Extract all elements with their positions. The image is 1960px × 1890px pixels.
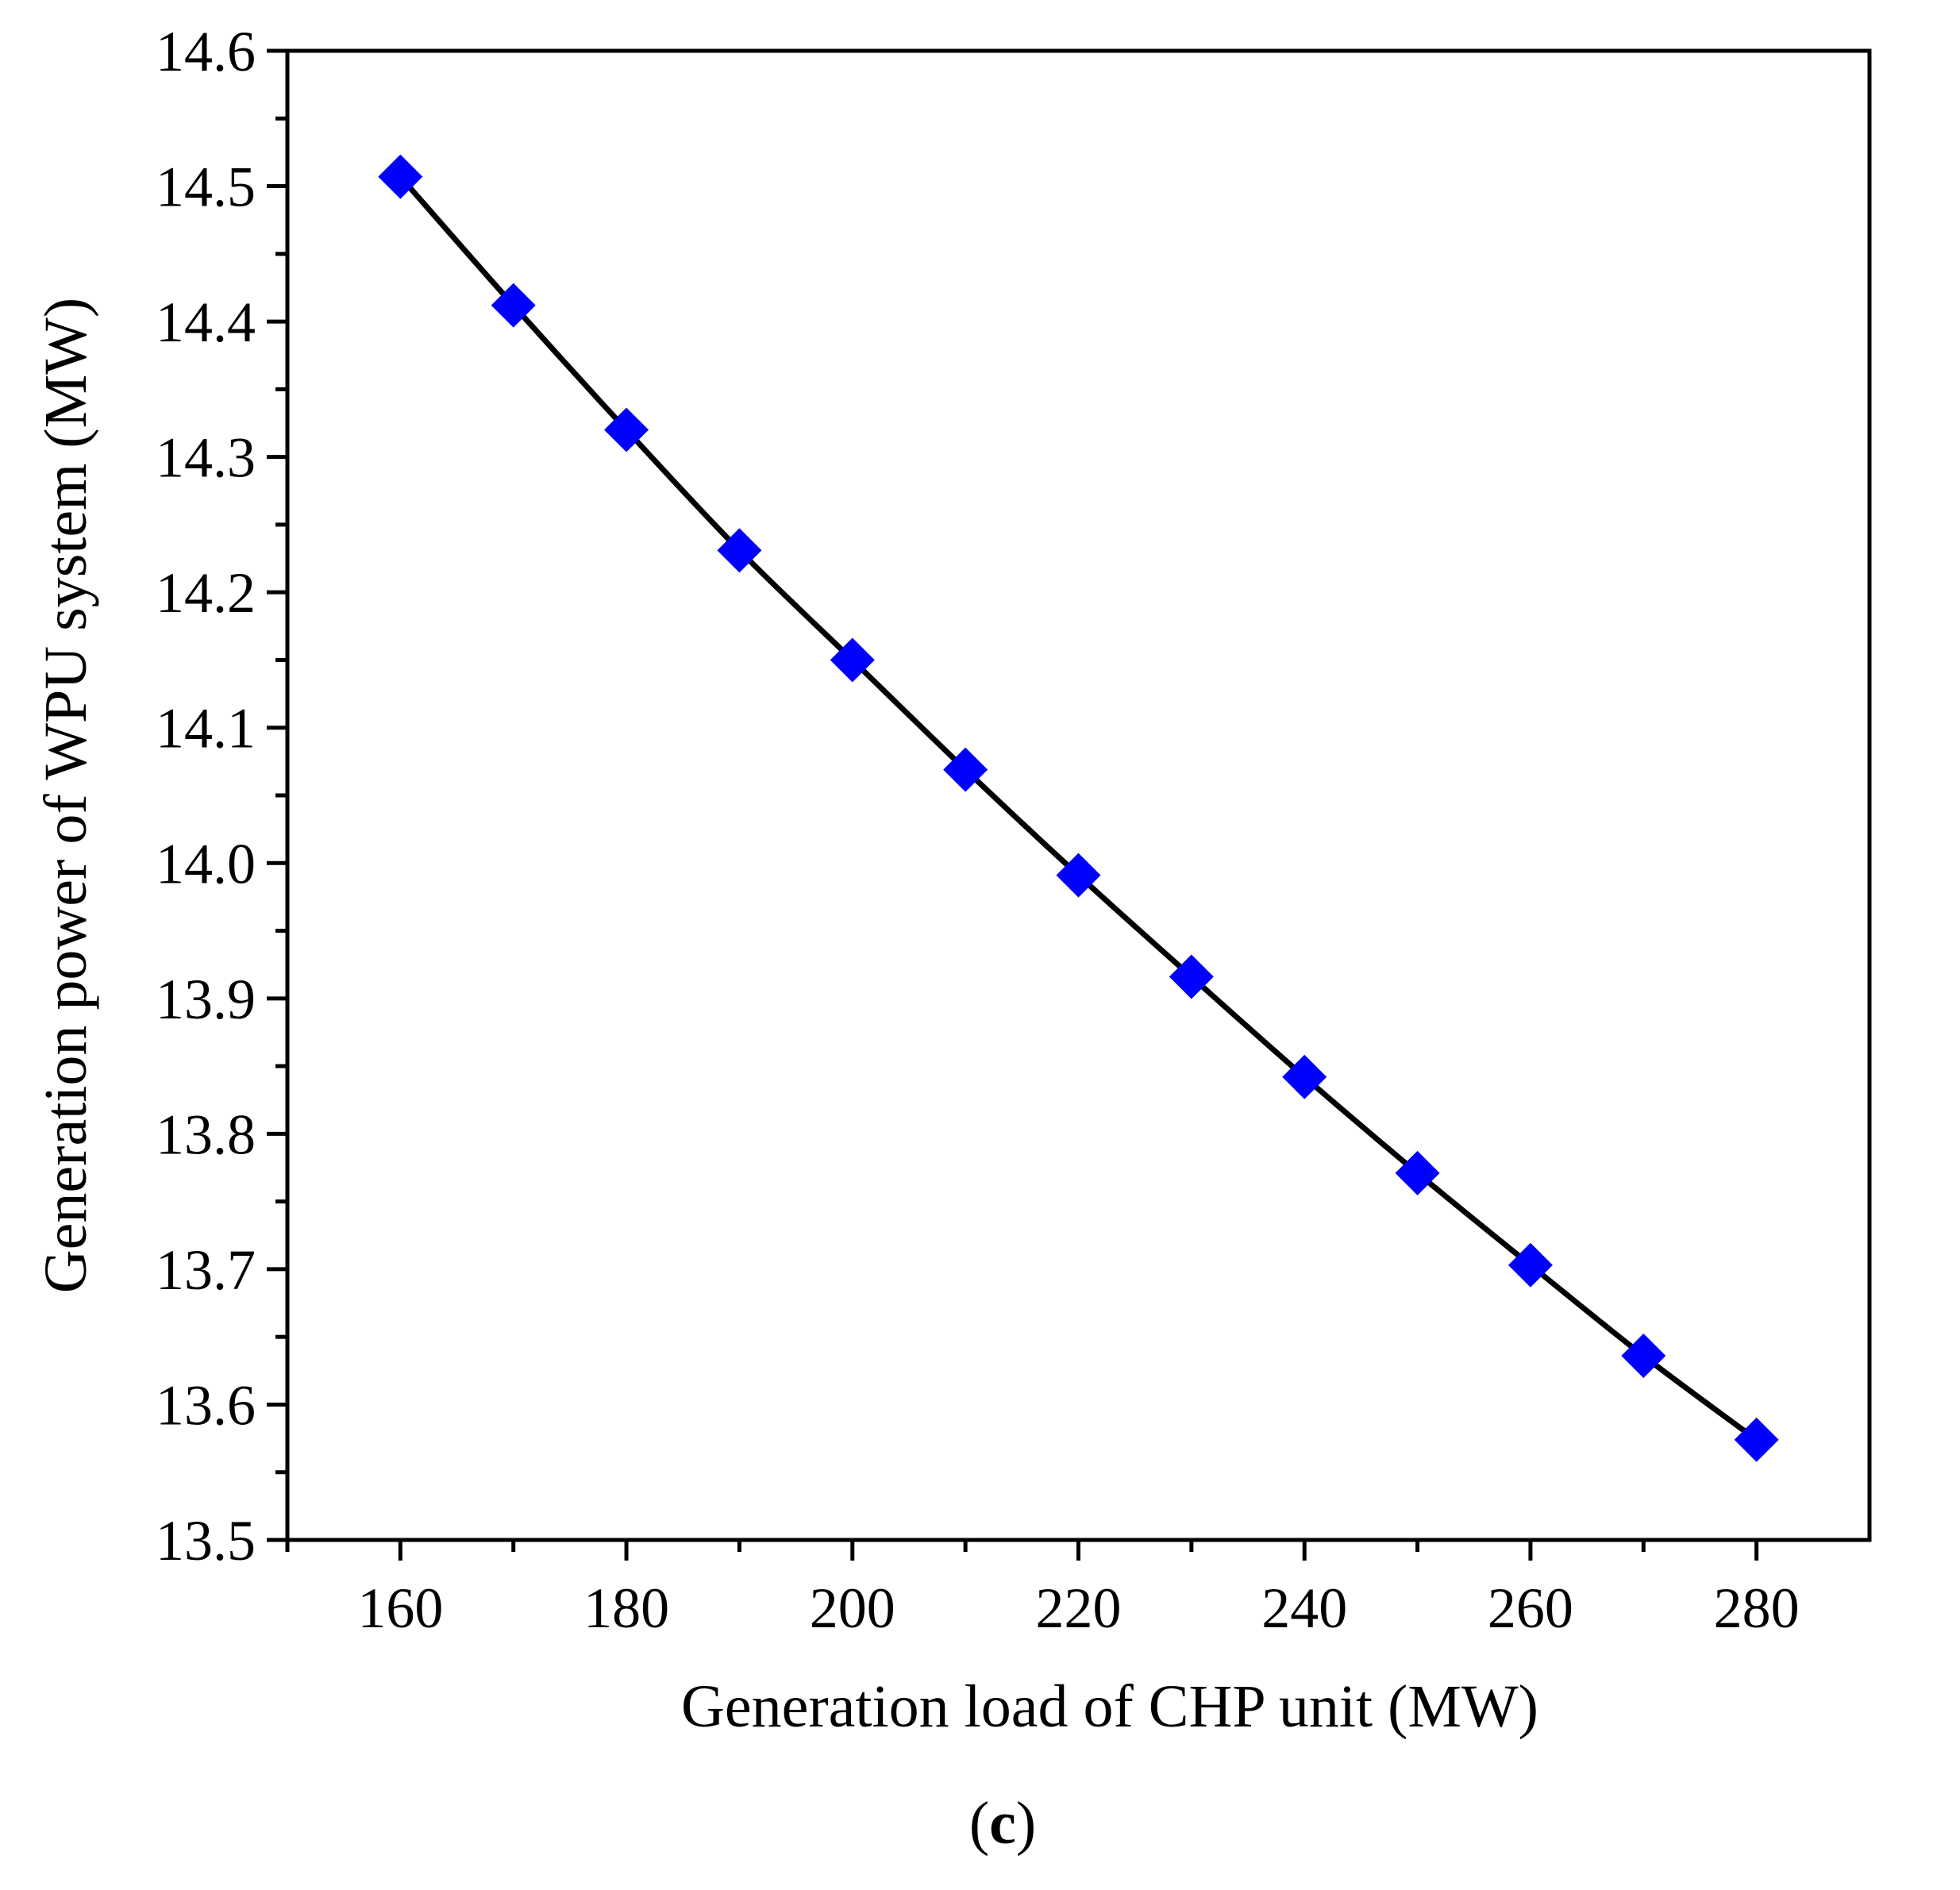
data-point-marker: [1395, 1150, 1440, 1195]
data-point-marker: [604, 407, 649, 452]
panel-label: (c): [969, 1790, 1036, 1857]
x-axis-tick-labels: 160 180 200 220 240 260 280: [357, 1576, 1799, 1640]
data-point-marker: [943, 747, 988, 792]
x-tick-label: 220: [1036, 1576, 1122, 1640]
panel-label-close: ): [1016, 1790, 1036, 1857]
series-line: [398, 175, 1758, 1442]
y-axis-tick-labels: 13.5 13.6 13.7 13.8 13.9 14.0 14.1 14.2 14.3 14.4…: [156, 20, 256, 1572]
data-point-marker: [1282, 1054, 1327, 1099]
x-axis-ticks: [285, 1540, 1759, 1561]
y-tick-label: 13.7: [156, 1238, 256, 1302]
y-tick-label: 14.2: [156, 561, 256, 625]
data-point-marker: [1056, 853, 1101, 898]
data-point-marker: [830, 637, 875, 683]
y-tick-label: 13.9: [156, 968, 256, 1031]
y-tick-label: 14.6: [156, 20, 256, 83]
y-tick-label: 14.4: [156, 291, 256, 354]
y-tick-label: 13.8: [156, 1103, 256, 1166]
x-axis-title: Generation load of CHP unit (MW): [681, 1673, 1538, 1740]
x-tick-label: 280: [1714, 1576, 1800, 1640]
y-axis-title: Generation power of WPU system (MW): [33, 298, 99, 1293]
x-tick-label: 180: [583, 1576, 669, 1640]
y-tick-label: 14.0: [156, 832, 256, 895]
x-tick-label: 200: [810, 1576, 895, 1640]
series-lines: [398, 175, 1758, 1442]
y-tick-label: 14.5: [156, 156, 256, 219]
data-point-marker: [1621, 1334, 1666, 1379]
y-tick-label: 14.3: [156, 426, 256, 490]
panel-label-letter: c: [989, 1790, 1016, 1857]
data-point-marker: [491, 283, 536, 328]
plot-frame: [285, 48, 1872, 1542]
data-point-marker: [378, 154, 423, 199]
x-tick-label: 160: [357, 1576, 443, 1640]
plot-area-border: [285, 48, 1872, 1542]
data-point-marker: [1508, 1242, 1553, 1288]
data-point-marker: [717, 528, 762, 573]
series-markers: [378, 154, 1779, 1462]
data-point-marker: [1734, 1417, 1779, 1462]
panel-label-open: (: [969, 1790, 989, 1857]
y-tick-label: 14.1: [156, 697, 256, 760]
y-axis-ticks: [267, 48, 287, 1542]
x-tick-label: 260: [1488, 1576, 1573, 1640]
y-tick-label: 13.6: [156, 1373, 256, 1437]
data-point-marker: [1169, 954, 1214, 999]
x-tick-label: 240: [1261, 1576, 1347, 1640]
y-tick-label: 13.5: [156, 1509, 256, 1572]
